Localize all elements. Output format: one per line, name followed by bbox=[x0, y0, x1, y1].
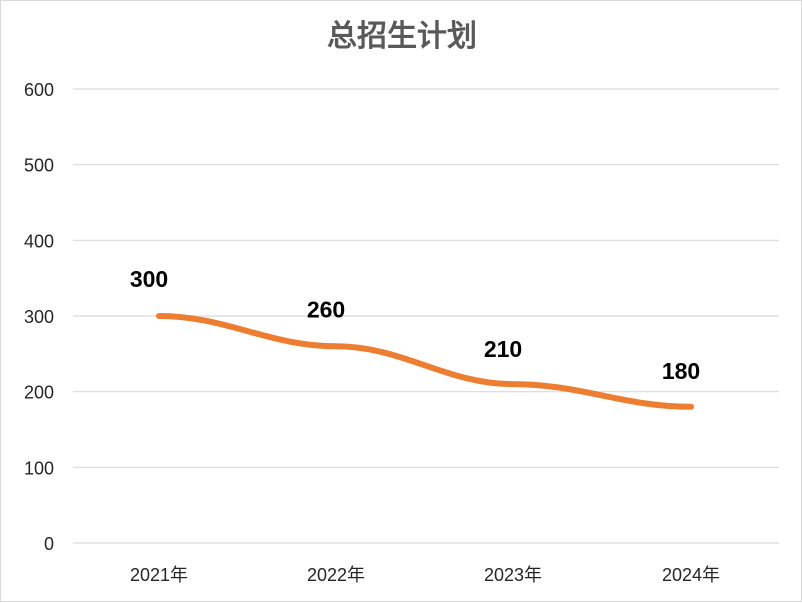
y-axis-tick-labels: 0 100 200 300 400 500 600 bbox=[24, 80, 54, 554]
y-tick-label-300: 300 bbox=[24, 307, 54, 327]
x-tick-label-2: 2023年 bbox=[484, 565, 542, 585]
x-axis-tick-labels: 2021年 2022年 2023年 2024年 bbox=[130, 565, 720, 585]
data-label-1: 260 bbox=[307, 296, 345, 322]
y-tick-label-400: 400 bbox=[24, 231, 54, 251]
y-tick-label-200: 200 bbox=[24, 383, 54, 403]
chart-title: 总招生计划 bbox=[327, 20, 477, 53]
y-tick-label-0: 0 bbox=[44, 534, 54, 554]
y-tick-label-600: 600 bbox=[24, 80, 54, 100]
series-line bbox=[156, 313, 694, 410]
y-tick-label-500: 500 bbox=[24, 156, 54, 176]
x-tick-label-1: 2022年 bbox=[307, 565, 365, 585]
data-labels: 300 260 210 180 bbox=[130, 266, 700, 384]
y-tick-label-100: 100 bbox=[24, 458, 54, 478]
x-tick-label-0: 2021年 bbox=[130, 565, 188, 585]
data-label-0: 300 bbox=[130, 266, 168, 292]
data-label-3: 180 bbox=[662, 358, 700, 384]
data-label-2: 210 bbox=[484, 336, 522, 362]
x-tick-label-3: 2024年 bbox=[662, 565, 720, 585]
